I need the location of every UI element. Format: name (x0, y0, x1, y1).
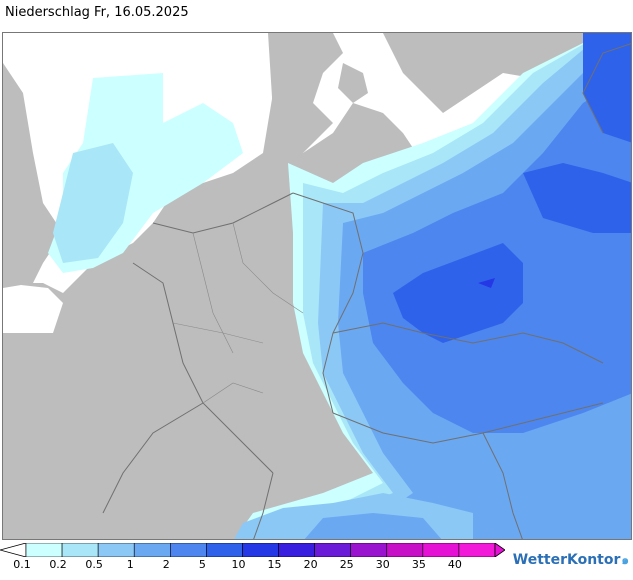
legend-cell (97, 543, 135, 557)
legend-cell (206, 543, 243, 557)
legend-tick-label: 1 (126, 558, 134, 571)
precip-peak (478, 278, 495, 288)
legend-tick-label: 5 (198, 558, 206, 571)
legend-tick-label: 30 (375, 558, 390, 571)
britain-land (3, 63, 63, 288)
legend-tick-label: 25 (339, 558, 354, 571)
precip-east-5 (523, 163, 631, 233)
legend-tick-label: 0.1 (13, 558, 31, 571)
precip-south-core (304, 513, 442, 539)
legend-tick-label: 10 (231, 558, 246, 571)
country-borders (102, 43, 631, 539)
legend-cell (278, 543, 315, 557)
legend-tick-label: 35 (411, 558, 426, 571)
legend-cell (242, 543, 279, 557)
rain-drops-icon: ๑ (621, 553, 629, 567)
brand-logo[interactable]: WetterKontor๑ (512, 552, 629, 568)
legend-colorbar (0, 543, 505, 557)
legend-arrow-right (494, 543, 505, 557)
legend-cell (386, 543, 424, 557)
english-channel (3, 283, 63, 333)
denmark-land (268, 33, 343, 153)
legend-cells (25, 543, 496, 557)
precip-northeast-5 (583, 33, 631, 143)
zealand-island (338, 63, 368, 103)
legend-tick-label: 0.5 (85, 558, 103, 571)
legend-tick-label: 40 (447, 558, 462, 571)
precip-core-5 (393, 243, 523, 343)
legend-cell (170, 543, 207, 557)
legend-cell (133, 543, 171, 557)
legend-cell (350, 543, 388, 557)
legend-tick-label: 0.2 (49, 558, 67, 571)
legend-cell (25, 543, 63, 557)
precipitation-map (2, 32, 632, 540)
legend-cell (422, 543, 460, 557)
map-svg (3, 33, 631, 539)
region-borders (172, 222, 304, 404)
legend-tick-label: 20 (303, 558, 318, 571)
legend-cell (61, 543, 99, 557)
legend-cell (314, 543, 351, 557)
precip-north-sea-core (53, 143, 133, 263)
legend-labels: 0.1 0.2 0.5 1 2 5 10 15 20 25 30 35 40 (0, 558, 505, 574)
legend-cell (458, 543, 496, 557)
legend-tick-label: 15 (267, 558, 282, 571)
legend-arrow-left (0, 543, 27, 557)
map-title: Niederschlag Fr, 16.05.2025 (5, 5, 189, 20)
legend-tick-label: 2 (162, 558, 170, 571)
